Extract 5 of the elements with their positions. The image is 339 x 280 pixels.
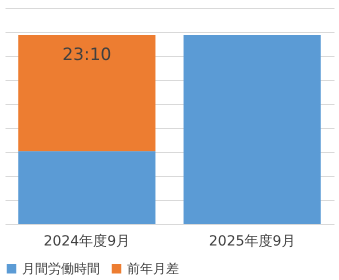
legend-label: 月間労働時間 [22,262,100,277]
x-tick-label: 2024年度9月 [44,234,130,250]
data-label: 23:10 [62,45,112,66]
legend-label: 前年月差 [127,262,179,277]
x-tick-label: 2025年度9月 [208,234,296,250]
